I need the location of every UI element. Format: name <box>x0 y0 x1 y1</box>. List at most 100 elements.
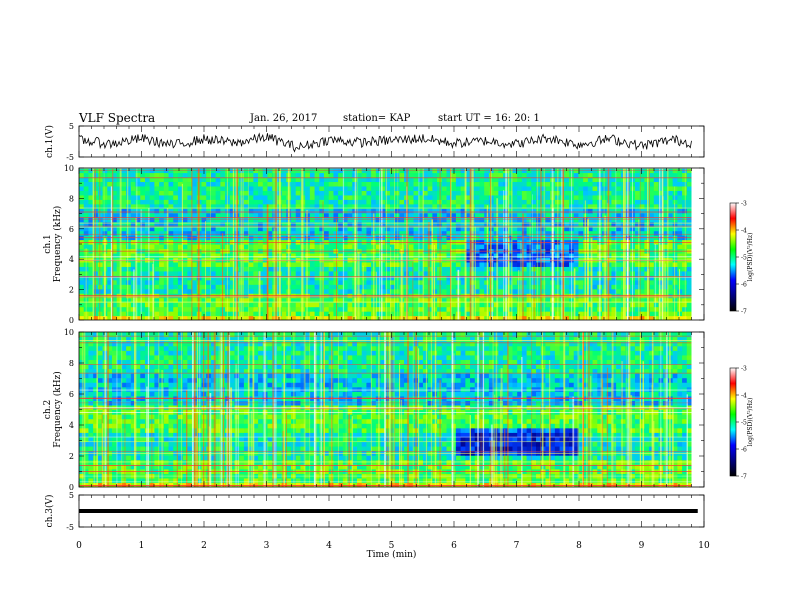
spectrogram-cell <box>173 306 179 312</box>
spectrogram-cell <box>135 270 141 276</box>
spectrogram-cell <box>512 275 518 281</box>
spectrogram-cell <box>168 482 174 487</box>
spectrogram-streak <box>584 200 586 320</box>
spectrogram-cell <box>488 284 495 290</box>
spectrogram-cell <box>267 172 273 178</box>
spectrogram-cell <box>206 306 212 312</box>
spectrogram-cell <box>121 199 127 205</box>
spectrogram-cell <box>272 239 278 245</box>
spectrogram-cell <box>587 208 594 214</box>
spectrogram-cell <box>658 284 664 290</box>
spectrogram-cell <box>427 199 433 205</box>
spectrogram-cell <box>639 244 645 250</box>
spectrogram-cell <box>474 226 481 232</box>
spectrogram-cell <box>493 266 499 272</box>
spectrogram-cell <box>658 176 664 183</box>
spectrogram-cell <box>682 172 688 178</box>
spectrogram-cell <box>154 185 160 191</box>
spectrogram-cell <box>126 230 132 236</box>
spectrogram-cell <box>682 252 688 259</box>
spectrogram-cell <box>493 190 499 196</box>
spectrogram-cell <box>498 239 504 245</box>
spectrogram-cell <box>634 315 641 320</box>
spectrogram-cell <box>413 315 419 320</box>
spectrogram-cell <box>375 199 382 205</box>
spectrogram-cell <box>144 252 151 259</box>
spectrogram-cell <box>144 194 151 200</box>
spectrogram-cell <box>281 230 287 236</box>
spectrogram-cell <box>206 190 212 196</box>
spectrogram-cell <box>281 257 287 263</box>
spectrogram-cell <box>229 172 236 178</box>
spectrogram-cell <box>667 181 674 187</box>
spectrogram-cell <box>663 311 669 317</box>
spectrogram-cell <box>177 208 184 214</box>
spectrogram-cell <box>239 203 245 209</box>
spectrogram-cell <box>630 279 636 285</box>
spectrogram-cell <box>474 208 481 214</box>
spectrogram-cell <box>465 185 471 191</box>
spectrogram-cell <box>394 473 400 479</box>
spectrogram-cell <box>309 279 316 285</box>
spectrogram-cell <box>498 217 504 223</box>
spectrogram-cell <box>366 190 372 196</box>
spectrogram-cell <box>361 311 367 317</box>
spectrogram-cell <box>672 306 678 312</box>
spectrogram-cell <box>111 181 118 187</box>
spectrogram-cell <box>135 226 141 232</box>
spectrogram-cell <box>347 190 353 196</box>
spectrogram-cell <box>644 194 650 200</box>
spectrogram-cell <box>225 185 231 191</box>
spectrogram-cell <box>658 244 664 250</box>
spectrogram-cell <box>649 270 655 276</box>
spectrogram-cell <box>338 212 344 218</box>
spectrogram-cell <box>451 288 457 294</box>
spectrogram-cell <box>97 306 104 312</box>
spectrogram-cell <box>667 203 674 209</box>
spectrogram-cell <box>347 252 353 259</box>
spectrogram-cell <box>540 315 547 320</box>
spectrogram-cell <box>267 482 273 487</box>
spectrogram-cell <box>215 482 221 487</box>
spectrogram-cell <box>210 226 217 232</box>
spectrogram-cell <box>140 230 146 236</box>
spectrogram-cell <box>578 203 584 209</box>
spectrogram-cell <box>418 270 424 276</box>
spectrogram-cell <box>140 297 146 303</box>
spectrogram-cell <box>394 311 400 317</box>
spectrogram-cell <box>498 252 504 259</box>
spectrogram-cell <box>441 194 448 200</box>
spectrogram-cell <box>107 221 113 227</box>
spectrogram-cell <box>168 279 174 285</box>
spectrogram-cell <box>225 279 231 285</box>
spectrogram-cell <box>177 284 184 290</box>
spectrogram-cell <box>686 297 693 303</box>
spectrogram-cell <box>672 212 678 218</box>
spectrogram-cell <box>663 221 669 227</box>
spectrogram-cell <box>215 279 221 285</box>
spectrogram-cell <box>375 284 382 290</box>
spectrogram-cell <box>267 284 273 290</box>
spectrogram-cell <box>258 172 264 178</box>
spectrogram-cell <box>616 230 622 236</box>
spectrogram-cell <box>210 311 217 317</box>
spectrogram-cell <box>677 208 683 214</box>
spectrogram-streak <box>654 244 657 320</box>
spectrogram-cell <box>366 226 372 232</box>
spectrogram-cell <box>408 315 415 320</box>
spectrogram-cell <box>111 477 118 484</box>
spectrogram-cell <box>272 185 278 191</box>
spectrogram-cell <box>187 185 193 191</box>
spectrogram-cell <box>225 172 231 178</box>
spectrogram-cell <box>215 226 221 232</box>
spectrogram-cell <box>408 199 415 205</box>
spectrogram-cell <box>111 176 118 183</box>
spectrogram-cell <box>460 279 466 285</box>
spectrogram-cell <box>677 257 683 263</box>
spectrogram-cell <box>663 194 669 200</box>
spectrogram-cell <box>451 172 457 178</box>
spectrogram-cell <box>611 279 617 285</box>
spectrogram-cell <box>291 482 297 487</box>
spectrogram-cell <box>347 181 353 187</box>
spectrogram-cell <box>116 302 122 308</box>
